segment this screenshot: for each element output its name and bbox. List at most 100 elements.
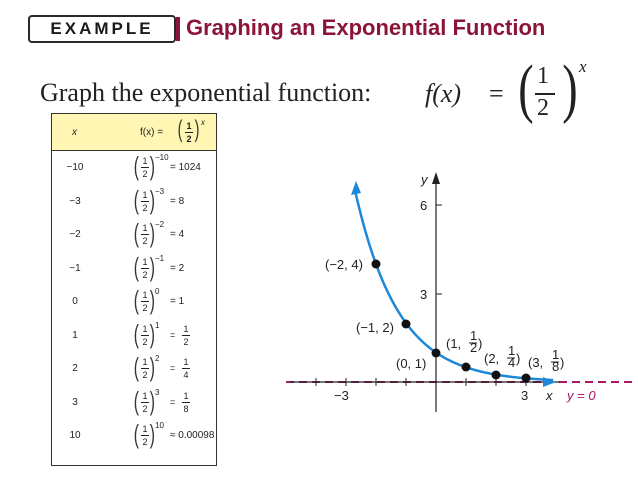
row-left-paren: (	[133, 285, 139, 315]
row-expression: ( 1 2 ) 10 ≈ 0.00098	[132, 419, 218, 451]
label-point-1-suffix: )	[478, 336, 482, 351]
row-result: = 8	[170, 195, 185, 207]
row-x-value: 2	[72, 363, 78, 374]
row-exponent: −2	[155, 220, 165, 229]
row-result-bar	[182, 368, 190, 369]
formula-exponent: x	[579, 57, 587, 76]
tick-label-xneg3: −3	[334, 388, 349, 403]
asymptote-label: y = 0	[566, 388, 596, 403]
row-base-bar	[141, 167, 149, 168]
point-neg1	[401, 319, 411, 329]
row-x-value: −10	[66, 162, 84, 173]
y-axis-label: y	[420, 172, 429, 187]
row-base-bar	[141, 200, 149, 202]
row-x-value: 1	[72, 329, 78, 341]
row-expression: ( 1 2 ) −1 = 2	[132, 252, 218, 284]
row-x-value: 0	[72, 296, 78, 307]
row-expression: ( 1 2 ) −2 = 4	[132, 218, 218, 250]
row-right-paren: )	[149, 151, 155, 181]
table-header: x f(x) = ( 1 2 ) x	[52, 114, 216, 151]
label-point-2-den: 4	[508, 355, 515, 370]
row-base-den: 2	[142, 169, 148, 179]
tick-label-y3: 3	[420, 287, 427, 302]
row-result-den: 2	[183, 336, 189, 347]
example-title: Graphing an Exponential Function	[186, 15, 546, 40]
row-base-frac: 1 2	[141, 190, 149, 213]
table-row: 2 ( 1 2 ) 2 = 1 4	[52, 352, 216, 385]
table-row: 1 ( 1 2 ) 1 = 1 2	[52, 319, 216, 352]
curve-arrow-left	[351, 181, 361, 195]
label-point-3-prefix: (3,	[528, 355, 543, 370]
row-base-bar	[141, 401, 149, 403]
row-result-eq: =	[170, 396, 176, 407]
row-base-den: 2	[142, 303, 148, 313]
prompt-text: Graph the exponential function:	[40, 78, 372, 107]
row-left-paren: (	[133, 419, 139, 449]
header-x: x	[72, 127, 77, 138]
row-base-bar	[141, 301, 149, 302]
row-base-den: 2	[142, 370, 148, 380]
row-expression: ( 1 2 ) 2 = 1 4	[132, 352, 218, 384]
row-base-frac: 1 2	[141, 156, 149, 179]
header-left-paren: (	[177, 116, 183, 143]
row-left-paren: (	[133, 352, 139, 382]
row-base-frac: 1 2	[141, 357, 149, 380]
label-point-3-num: 1	[552, 347, 559, 362]
row-base-num: 1	[142, 323, 148, 334]
fraction-bar	[535, 93, 555, 95]
label-point-2: (2, 1 4 )	[484, 343, 520, 370]
label-point-3: (3, 1 8 )	[528, 347, 564, 374]
row-exponent: −3	[155, 186, 165, 196]
header-frac-den: 2	[186, 134, 192, 144]
row-x-value: 3	[72, 396, 78, 408]
label-point-1: (1, 1 2 )	[446, 328, 482, 355]
right-paren: )	[562, 52, 578, 125]
row-base-num: 1	[142, 156, 148, 166]
header-exp: x	[201, 118, 205, 127]
row-exponent: −10	[155, 153, 169, 162]
header-fx-prefix: f(x) =	[140, 127, 164, 138]
label-point-3-suffix: )	[560, 355, 564, 370]
row-right-paren: )	[149, 285, 155, 315]
row-base-num: 1	[142, 256, 148, 267]
tick-label-y6: 6	[420, 198, 427, 213]
left-paren: (	[518, 52, 534, 125]
exponential-curve	[353, 190, 554, 383]
formula-denominator: 2	[537, 95, 549, 121]
curve-arrow-right	[543, 377, 556, 387]
row-result: = 4	[170, 229, 185, 240]
row-exponent: 0	[155, 287, 160, 296]
row-result-den: 8	[183, 403, 189, 414]
table-row: −10 ( 1 2 ) −10 = 1024	[52, 151, 216, 184]
row-result-eq: =	[170, 363, 176, 373]
label-point-3-den: 8	[552, 359, 559, 374]
point-1	[461, 362, 471, 372]
point-neg2	[371, 259, 381, 269]
row-exponent: 10	[155, 421, 164, 430]
row-base-frac: 1 2	[141, 424, 149, 447]
row-left-paren: (	[133, 385, 139, 416]
row-base-frac: 1 2	[141, 290, 149, 313]
table-row: −1 ( 1 2 ) −1 = 2	[52, 252, 216, 285]
row-expression: ( 1 2 ) 0 = 1	[132, 285, 218, 317]
row-base-den: 2	[142, 269, 148, 280]
row-left-paren: (	[133, 218, 139, 248]
y-axis-arrow	[432, 172, 440, 184]
formula-equals: =	[489, 79, 504, 108]
row-base-den: 2	[142, 236, 148, 246]
formula-lhs: f(x)	[425, 79, 462, 108]
row-result-frac: 1 2	[182, 324, 190, 347]
row-x-value: −3	[69, 195, 81, 207]
row-result-num: 1	[183, 323, 189, 334]
row-exponent: 3	[155, 387, 160, 397]
row-exponent: 2	[155, 354, 160, 363]
row-result: = 1024	[170, 162, 201, 173]
row-result: = 2	[170, 262, 185, 274]
header-frac: 1 2	[185, 121, 193, 144]
row-base-num: 1	[142, 290, 148, 300]
row-expression: ( 1 2 ) −3 = 8	[132, 185, 218, 217]
row-x-value: 10	[69, 430, 81, 441]
row-expression: ( 1 2 ) 3 = 1 8	[132, 385, 218, 418]
row-result-frac: 1 4	[182, 357, 190, 380]
